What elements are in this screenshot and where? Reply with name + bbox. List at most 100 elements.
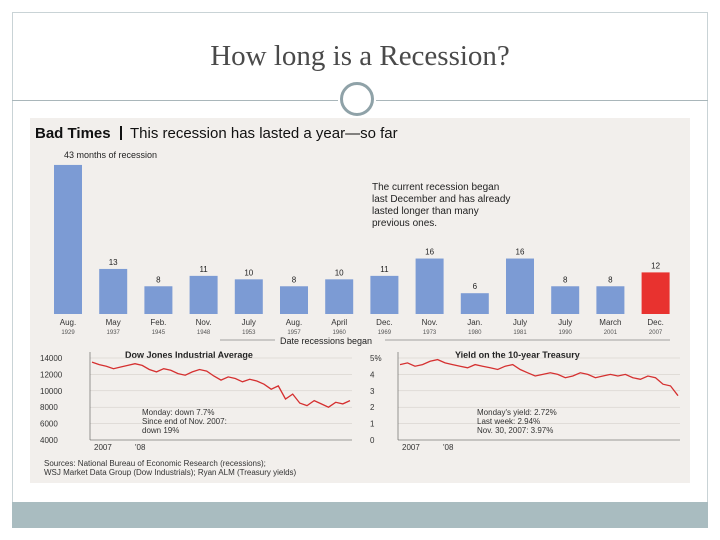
bar-value-label: 11	[199, 265, 208, 274]
bar-month-label: Dec.	[647, 318, 663, 327]
bar-month-label: Nov.	[196, 318, 212, 327]
y-tick-label: 14000	[40, 354, 63, 363]
bar	[460, 293, 489, 314]
title-divider-left	[12, 100, 338, 101]
dow-notes: Monday: down 7.7% Since end of Nov. 2007…	[142, 408, 229, 435]
note-line: previous ones.	[372, 218, 437, 229]
bar-value-label: 8	[563, 275, 568, 284]
series-line	[399, 358, 679, 397]
title-separator	[120, 126, 122, 140]
bar-year-label: 1937	[107, 330, 121, 336]
annotation-note: The current recession began last Decembe…	[372, 182, 513, 229]
bar-month-label: Dec.	[376, 318, 392, 327]
bar	[144, 286, 173, 314]
y-tick-label: 10000	[40, 387, 63, 396]
series-line	[91, 361, 351, 408]
bar-month-label: Aug.	[286, 318, 302, 327]
bar-year-label: 1929	[61, 330, 75, 336]
bar	[370, 275, 399, 314]
y-tick-label: 3	[370, 387, 375, 396]
bar-year-label: 1980	[468, 330, 482, 336]
bar-month-label: May	[106, 318, 121, 327]
chart-title: Bad Times	[35, 125, 111, 142]
treasury-notes: Monday's yield: 2.72% Last week: 2.94% N…	[477, 408, 559, 435]
bar	[551, 286, 580, 314]
bar-month-label: July	[242, 318, 256, 327]
bar	[641, 272, 670, 314]
bar-value-label: 8	[608, 275, 613, 284]
y-tick-label: 1	[370, 420, 375, 429]
bar-month-label: April	[331, 318, 347, 327]
y-tick-label: 4000	[40, 436, 58, 445]
recession-chart-image: Bad Times This recession has lasted a ye…	[30, 118, 690, 483]
bar-value-label: 12	[651, 261, 660, 270]
bar-month-label: March	[599, 318, 621, 327]
bar-year-label: 1973	[423, 330, 437, 336]
bar-year-label: 2007	[649, 330, 663, 336]
bar	[415, 258, 444, 314]
bar-value-label: 8	[292, 275, 297, 284]
y-tick-label: 0	[370, 436, 375, 445]
bar-value-label: 10	[335, 268, 344, 277]
x-tick-label: 2007	[402, 443, 420, 452]
bar-series: Aug. 1929 13 May 1937 8 Feb. 1945 11 Nov. 1948 10 Ju…	[54, 164, 670, 336]
bar-year-label: 1953	[242, 330, 256, 336]
bar-month-label: Feb.	[150, 318, 166, 327]
sources-line: Sources: National Bureau of Economic Res…	[44, 459, 266, 468]
bar-month-label: July	[558, 318, 572, 327]
bar	[325, 279, 354, 314]
bar-year-label: 1969	[378, 330, 392, 336]
x-tick-label: '08	[135, 443, 146, 452]
sources-line: WSJ Market Data Group (Dow Industrials);…	[44, 468, 297, 477]
bar	[99, 268, 128, 314]
note-line: The current recession began	[372, 182, 499, 193]
treasury-note: Last week: 2.94%	[477, 417, 540, 426]
bar-year-label: 1990	[559, 330, 573, 336]
y-tick-label: 5%	[370, 354, 382, 363]
bar-month-label: Aug.	[60, 318, 76, 327]
dow-panel: 14000 12000 10000 8000 6000 4000 2007 '08	[40, 352, 352, 452]
bar-month-label: July	[513, 318, 527, 327]
bar-month-label: Jan.	[467, 318, 482, 327]
bar-value-label: 11	[380, 265, 389, 274]
dow-title: Dow Jones Industrial Average	[125, 350, 253, 360]
bar-value-label: 6	[473, 282, 478, 291]
bar-year-label: 1945	[152, 330, 166, 336]
bar-year-label: 1960	[333, 330, 347, 336]
bar	[596, 286, 625, 314]
treasury-note: Nov. 30, 2007: 3.97%	[477, 426, 553, 435]
note-line: lasted longer than many	[372, 206, 479, 217]
dow-note: Since end of Nov. 2007:	[142, 417, 227, 426]
bar-year-label: 1981	[513, 330, 527, 336]
slide-title: How long is a Recession?	[210, 40, 510, 72]
bar	[506, 258, 534, 314]
bar-year-label: 2001	[604, 330, 618, 336]
divider-ring-icon	[340, 82, 374, 116]
chart-subtitle: This recession has lasted a year—so far	[130, 125, 398, 142]
bar-value-label: 8	[156, 275, 161, 284]
x-tick-label: '08	[443, 443, 454, 452]
x-tick-label: 2007	[94, 443, 112, 452]
bar-value-label: 16	[516, 248, 525, 257]
note-line: last December and has already	[372, 194, 510, 205]
bar	[234, 279, 263, 314]
treasury-note: Monday's yield: 2.72%	[477, 408, 557, 417]
dow-note: Monday: down 7.7%	[142, 408, 215, 417]
sources: Sources: National Bureau of Economic Res…	[44, 459, 297, 477]
treasury-title: Yield on the 10-year Treasury	[455, 350, 580, 360]
bar-month-label: Nov.	[422, 318, 438, 327]
treasury-panel: 5% 4 3 2 1 0 2007 '08	[370, 352, 680, 452]
y-tick-label: 2	[370, 403, 375, 412]
bar-value-label: 13	[109, 258, 118, 267]
bar-xlabel: Date recessions began	[280, 336, 372, 346]
y-tick-label: 6000	[40, 420, 58, 429]
bar-year-label: 1948	[197, 330, 211, 336]
y-tick-label: 12000	[40, 370, 63, 379]
dow-note: down 19%	[142, 426, 179, 435]
bar	[280, 286, 308, 314]
bar-value-label: 10	[244, 268, 253, 277]
annotation-top: 43 months of recession	[64, 150, 157, 160]
title-divider-right	[376, 100, 708, 101]
y-tick-label: 8000	[40, 403, 58, 412]
bar	[189, 275, 218, 314]
